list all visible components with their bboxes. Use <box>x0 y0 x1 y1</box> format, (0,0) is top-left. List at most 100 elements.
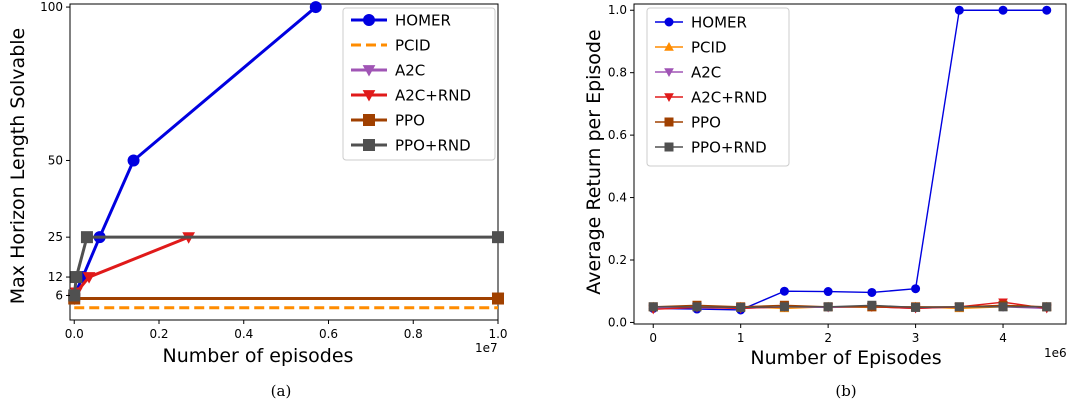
legend-label: PPO <box>691 113 721 131</box>
data-point-a2c-plus-rnd <box>82 272 96 284</box>
legend-label: PPO+RND <box>691 138 767 156</box>
data-point-ppo-plus-rnd <box>867 300 877 310</box>
legend-marker <box>363 114 375 126</box>
legend-entry-a2c-plus-rnd: A2C+RND <box>351 86 471 104</box>
panel-b-x-axis-label: Number of Episodes <box>750 347 941 369</box>
data-point-ppo-plus-rnd <box>492 231 504 244</box>
y-tick-label: 50 <box>48 153 63 167</box>
panel-a-y-ticks: 6 12 25 50 100 <box>40 0 70 302</box>
data-point-ppo-plus-rnd <box>648 302 658 312</box>
series-ppo-plus-rnd <box>648 300 1052 312</box>
data-point-ppo-plus-rnd <box>998 302 1008 312</box>
panel-b-caption: (b) <box>835 382 856 400</box>
panel-a-plot-area <box>67 1 505 310</box>
x-tick-label: 0.0 <box>65 327 84 341</box>
panel-a-x-offset: 1e7 <box>475 341 498 355</box>
legend-entry-ppo-plus-rnd: PPO+RND <box>351 136 471 154</box>
data-point-ppo-plus-rnd <box>954 302 964 312</box>
data-point-ppo-plus-rnd <box>779 302 789 312</box>
panel-a: 0.0 0.2 0.4 0.6 0.8 1.0 6 12 25 50 100 1e7 Number… <box>7 0 508 400</box>
y-tick-label: 0.0 <box>608 315 627 329</box>
legend-entry-a2c: A2C <box>655 63 721 81</box>
legend-marker <box>664 68 674 78</box>
panel-b: 0 1 2 3 4 0.0 0.2 0.4 0.6 0.8 1.0 1e6 Number of E… <box>583 3 1067 400</box>
x-tick-label: 1 <box>737 331 745 345</box>
x-tick-label: 0.2 <box>149 327 168 341</box>
data-point-homer <box>998 5 1008 15</box>
legend-label: HOMER <box>691 13 747 31</box>
legend-entry-ppo-plus-rnd: PPO+RND <box>655 138 767 156</box>
legend-label: A2C+RND <box>395 86 471 104</box>
data-point-homer <box>911 284 921 294</box>
data-point-homer <box>823 287 833 297</box>
panel-a-x-ticks: 0.0 0.2 0.4 0.6 0.8 1.0 <box>65 320 508 341</box>
legend-marker <box>362 65 376 77</box>
panel-b-x-ticks: 0 1 2 3 4 <box>649 324 1007 345</box>
panel-a-caption: (a) <box>271 382 292 400</box>
data-point-homer <box>309 1 322 14</box>
x-tick-label: 4 <box>999 331 1007 345</box>
legend-label: A2C <box>395 61 425 79</box>
legend-entry-a2c: A2C <box>351 61 425 79</box>
data-point-homer <box>954 5 964 15</box>
x-tick-label: 0.4 <box>234 327 253 341</box>
legend-label: A2C+RND <box>691 88 767 106</box>
y-tick-label: 6 <box>55 288 63 302</box>
data-point-ppo-plus-rnd <box>911 302 921 312</box>
y-tick-label: 25 <box>48 230 63 244</box>
series-line-homer <box>653 9 1047 311</box>
panel-a-y-axis-label: Max Horizon Length Solvable <box>7 28 29 304</box>
panel-a-x-axis-label: Number of episodes <box>163 345 354 367</box>
panel-b-y-axis-label: Average Return per Episode <box>583 29 605 294</box>
x-tick-label: 3 <box>912 331 920 345</box>
panel-a-legend: HOMER PCID A2C A2C+RND PPO PPO+RND <box>342 7 496 161</box>
data-point-ppo-plus-rnd <box>736 302 746 312</box>
data-point-homer <box>867 287 877 297</box>
legend-marker <box>664 117 674 127</box>
series-line-ppo-plus-rnd <box>72 235 498 296</box>
legend-marker <box>362 90 376 102</box>
panel-b-y-ticks: 0.0 0.2 0.4 0.6 0.8 1.0 <box>608 3 634 329</box>
y-tick-label: 0.2 <box>608 253 627 267</box>
legend-entry-homer: HOMER <box>655 13 747 31</box>
legend-entry-pcid: PCID <box>351 36 431 54</box>
legend-label: PPO <box>395 111 425 129</box>
y-tick-label: 0.4 <box>608 191 627 205</box>
y-tick-label: 0.6 <box>608 128 627 142</box>
data-point-ppo <box>492 292 504 305</box>
series-line-ppo-plus-rnd <box>653 304 1047 309</box>
data-point-homer <box>1042 5 1052 15</box>
x-tick-label: 0 <box>649 331 657 345</box>
legend-marker <box>363 14 375 26</box>
y-tick-label: 12 <box>48 270 63 284</box>
data-point-ppo-plus-rnd <box>80 231 93 244</box>
legend-marker <box>664 17 674 27</box>
data-point-homer <box>779 286 789 296</box>
panel-b-plot-area <box>648 5 1052 315</box>
x-tick-label: 2 <box>824 331 832 345</box>
data-point-ppo-plus-rnd <box>692 302 702 312</box>
legend-label: HOMER <box>395 11 451 29</box>
legend-entry-ppo: PPO <box>351 111 425 129</box>
legend-marker <box>664 93 674 103</box>
legend-entry-ppo: PPO <box>655 113 721 131</box>
legend-entry-homer: HOMER <box>351 11 451 29</box>
y-tick-label: 0.8 <box>608 66 627 80</box>
legend-label: PCID <box>395 36 431 54</box>
legend-marker <box>363 139 375 151</box>
x-tick-label: 1.0 <box>488 327 507 341</box>
panel-b-x-offset: 1e6 <box>1044 346 1067 360</box>
x-tick-label: 0.6 <box>319 327 338 341</box>
legend-entry-a2c-plus-rnd: A2C+RND <box>655 88 767 106</box>
legend-entry-pcid: PCID <box>655 38 727 56</box>
legend-marker <box>664 41 674 51</box>
data-point-ppo-plus-rnd <box>823 302 833 312</box>
legend-label: PPO+RND <box>395 136 471 154</box>
x-tick-label: 0.8 <box>404 327 423 341</box>
y-tick-label: 100 <box>40 0 63 14</box>
panel-b-legend: HOMER PCID A2C A2C+RND PPO PPO+RND <box>646 7 790 167</box>
series-line-ppo <box>653 304 1047 308</box>
legend-marker <box>664 142 674 152</box>
data-point-ppo-plus-rnd <box>1042 302 1052 312</box>
